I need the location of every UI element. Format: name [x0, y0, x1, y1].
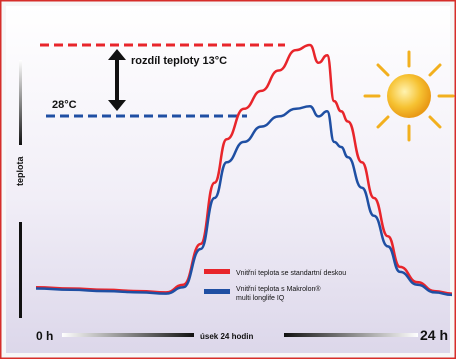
legend-label-red: Vnitřní teplota se standartní deskou — [236, 270, 346, 277]
legend-swatch-red — [204, 269, 230, 274]
legend-label-blue: Vnitřní teplota s Makrolon® multi longli… — [236, 285, 322, 302]
x-axis-bar-right — [284, 333, 418, 337]
y-axis-label: teplota — [15, 156, 25, 186]
difference-arrow — [108, 49, 126, 111]
x-axis-bar-left — [62, 333, 194, 337]
sun-icon — [363, 50, 455, 142]
y-axis-bar-bottom — [19, 222, 22, 318]
legend: Vnitřní teplota se standartní deskou Vni… — [204, 269, 346, 302]
difference-annotation: rozdíl teploty 13°C — [131, 55, 227, 67]
series-layer — [35, 43, 453, 297]
legend-swatch-blue — [204, 289, 230, 294]
plot-background — [6, 6, 450, 353]
x-end-label: 24 h — [420, 327, 448, 343]
x-start-label: 0 h — [36, 329, 53, 343]
x-mid-label: úsek 24 hodin — [200, 332, 253, 341]
series-line-makrolon — [35, 104, 453, 297]
level-annotation: 28°C — [52, 99, 77, 111]
y-axis-bar-top — [19, 60, 22, 145]
